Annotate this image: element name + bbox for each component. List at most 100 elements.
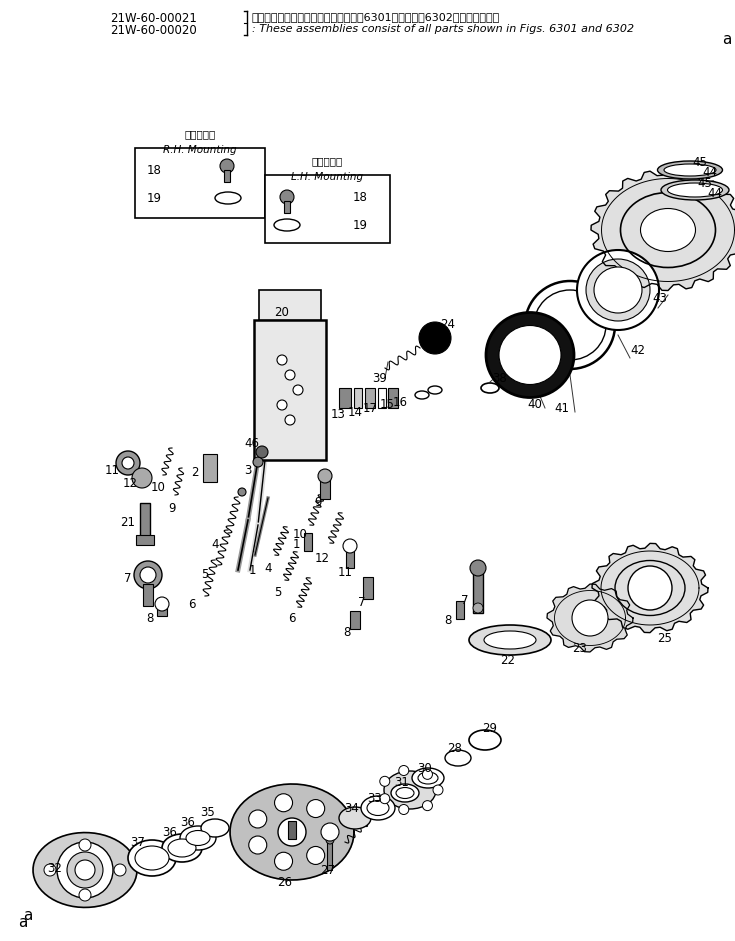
Circle shape [132,468,152,488]
Text: 右側取付時: 右側取付時 [184,129,215,139]
Bar [224,170,230,182]
Polygon shape [547,584,633,652]
Bar [456,601,464,619]
Text: 28: 28 [448,742,462,755]
Circle shape [285,370,295,380]
Text: 3: 3 [244,464,251,476]
Circle shape [79,889,91,901]
Text: 7: 7 [124,571,132,584]
Text: 8: 8 [445,614,452,627]
Bar [328,840,332,870]
Ellipse shape [481,383,499,393]
Ellipse shape [486,312,574,397]
Text: 8: 8 [343,626,351,639]
Bar [339,388,351,408]
Circle shape [433,785,443,795]
Circle shape [572,600,608,636]
Text: 46: 46 [245,437,259,450]
Circle shape [321,823,339,841]
Circle shape [277,355,287,365]
Circle shape [293,385,303,395]
Circle shape [44,864,56,876]
Text: 20: 20 [275,307,290,320]
Circle shape [628,566,672,610]
Text: 23: 23 [573,642,587,655]
Circle shape [140,567,156,583]
Text: 6: 6 [288,612,295,625]
Text: 7: 7 [358,596,366,609]
Text: 44: 44 [708,186,723,199]
Ellipse shape [396,788,414,799]
Text: 7: 7 [462,594,469,607]
Ellipse shape [469,625,551,655]
Text: 27: 27 [320,864,335,876]
Ellipse shape [128,840,176,876]
Bar [254,320,326,460]
Ellipse shape [577,250,659,330]
Text: 2: 2 [191,466,198,479]
Circle shape [275,853,293,870]
Text: 10: 10 [293,528,307,540]
Circle shape [253,457,263,467]
Bar [354,388,362,408]
Polygon shape [592,543,708,632]
Text: 21W-60-00021: 21W-60-00021 [110,12,197,25]
Text: 5: 5 [201,568,209,582]
Ellipse shape [469,730,501,750]
Text: 19: 19 [147,192,162,204]
Text: 41: 41 [554,402,570,414]
Text: 44: 44 [703,166,717,179]
Text: 左側取付時: 左側取付時 [312,156,343,166]
Ellipse shape [180,826,216,850]
Polygon shape [33,833,137,907]
Circle shape [380,776,390,787]
Bar [320,477,330,499]
Text: 4: 4 [265,562,272,575]
Circle shape [275,794,293,812]
Bar [378,388,386,408]
Bar [259,290,320,320]
Text: 19: 19 [353,218,368,231]
Bar [346,548,354,568]
Text: 21W-60-00020: 21W-60-00020 [110,24,197,37]
Ellipse shape [384,771,436,809]
Text: 45: 45 [698,177,712,189]
Text: 39: 39 [373,372,387,385]
Bar [350,611,360,629]
Text: 31: 31 [395,775,409,789]
Text: 30: 30 [417,761,432,774]
Bar [136,535,154,545]
Text: 8: 8 [146,612,154,625]
Ellipse shape [367,801,389,816]
Text: 17: 17 [362,402,378,414]
Circle shape [278,818,306,846]
Circle shape [75,860,95,880]
Text: 11: 11 [337,566,353,579]
Circle shape [306,800,325,818]
Ellipse shape [661,180,729,200]
Text: 25: 25 [658,631,673,645]
Text: 15: 15 [379,398,395,411]
Circle shape [423,801,432,810]
Text: 24: 24 [440,318,456,331]
Text: 16: 16 [392,395,407,408]
Text: 9: 9 [315,496,322,508]
Ellipse shape [445,750,471,766]
Circle shape [79,839,91,851]
Ellipse shape [640,209,695,251]
Ellipse shape [391,784,419,802]
Text: 6: 6 [188,598,196,611]
Text: 37: 37 [131,836,146,849]
Circle shape [419,322,451,354]
Text: 43: 43 [653,292,667,305]
Circle shape [67,852,103,888]
Bar [143,584,153,606]
Circle shape [326,836,334,844]
Bar [157,608,167,616]
Polygon shape [230,784,354,880]
Text: 4: 4 [211,538,219,551]
Ellipse shape [586,259,650,321]
Ellipse shape [658,161,723,179]
Bar [140,502,150,537]
Text: 18: 18 [353,190,368,203]
